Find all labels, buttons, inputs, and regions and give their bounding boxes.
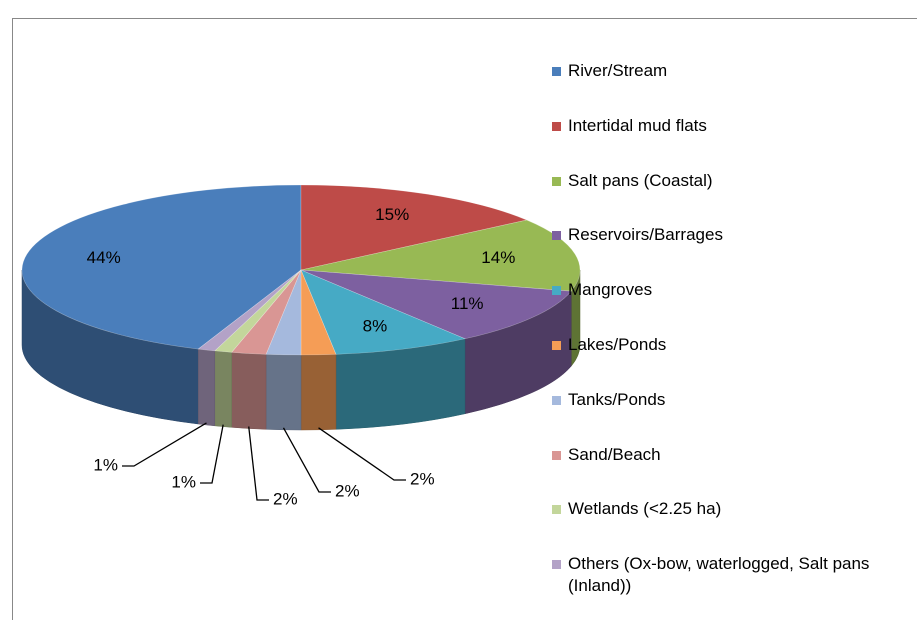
legend-swatch — [552, 176, 561, 186]
leader-line — [248, 426, 269, 501]
legend-swatch — [552, 121, 561, 131]
legend-label: Reservoirs/Barrages — [568, 225, 723, 245]
pie-slice — [300, 269, 466, 355]
legend-item: River/Stream — [552, 60, 914, 115]
pie-slice — [300, 219, 581, 292]
data-label: 2% — [335, 481, 360, 500]
legend-swatch — [552, 340, 561, 350]
pie-slice — [21, 184, 302, 350]
leader-line — [318, 427, 406, 481]
legend-item: Mangroves — [552, 279, 914, 334]
legend-label: Others (Ox-bow, waterlogged, Salt pans (… — [568, 554, 870, 596]
pie-slice — [231, 269, 302, 355]
leader-line — [122, 422, 207, 467]
pie-slice-side — [265, 354, 302, 431]
pie-slice-side — [214, 350, 232, 428]
legend-label: Tanks/Ponds — [568, 389, 666, 409]
legend-label: Wetlands (<2.25 ha) — [568, 499, 722, 519]
legend-swatch — [552, 560, 561, 570]
legend-item: Intertidal mud flats — [552, 115, 914, 170]
data-label: 2% — [273, 489, 298, 508]
legend-swatch — [552, 67, 561, 76]
pie-slice-side — [300, 354, 337, 431]
data-label: 44% — [87, 248, 121, 267]
pie-slice — [214, 269, 302, 353]
legend-item: Tanks/Ponds — [552, 389, 914, 444]
legend-label: Lakes/Ponds — [568, 334, 667, 354]
legend: River/Stream Intertidal mud flats Salt pan… — [552, 60, 914, 608]
pie-tops — [21, 184, 581, 356]
legend-label: Intertidal mud flats — [568, 115, 707, 135]
data-label: 8% — [363, 316, 388, 335]
legend-swatch — [552, 450, 561, 460]
data-label: 2% — [410, 469, 435, 488]
legend-swatch — [552, 395, 561, 405]
pie-slice — [300, 269, 337, 356]
legend-label: Sand/Beach — [568, 444, 661, 464]
leader-line — [200, 424, 224, 484]
legend-swatch — [552, 505, 561, 515]
legend-item: Wetlands (<2.25 ha) — [552, 498, 914, 553]
pie-slice — [265, 269, 302, 356]
pie-slice-side — [231, 352, 267, 430]
legend-swatch — [552, 231, 561, 241]
legend-item: Salt pans (Coastal) — [552, 170, 914, 225]
data-label: 1% — [171, 472, 196, 491]
data-label: 1% — [93, 455, 118, 474]
legend-item: Others (Ox-bow, waterlogged, Salt pans (… — [552, 553, 914, 608]
pie-slice — [300, 184, 528, 271]
leader-line — [282, 427, 331, 493]
legend-item: Lakes/Ponds — [552, 334, 914, 389]
legend-item: Reservoirs/Barrages — [552, 224, 914, 279]
legend-swatch — [552, 286, 561, 296]
data-label: 15% — [375, 205, 409, 224]
data-label: 11% — [451, 294, 484, 313]
pie-walls — [21, 269, 581, 431]
pie-slice — [197, 269, 302, 352]
legend-label: Mangroves — [568, 280, 653, 300]
pie-slice-side — [198, 348, 216, 427]
legend-label: River/Stream — [568, 61, 668, 80]
data-label: 14% — [481, 248, 515, 267]
legend-label: Salt pans (Coastal) — [568, 170, 713, 190]
legend-item: Sand/Beach — [552, 444, 914, 499]
pie-slice — [300, 269, 572, 340]
